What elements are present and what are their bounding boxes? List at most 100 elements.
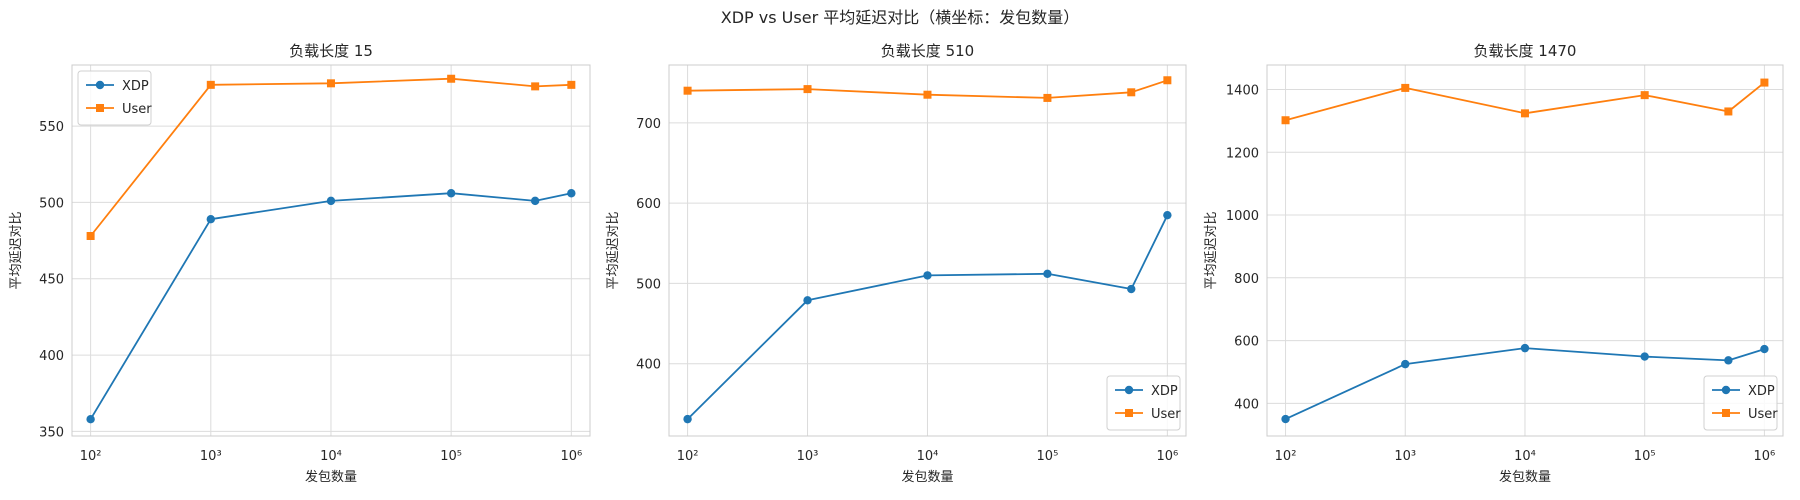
y-tick-label: 500 [39,196,64,211]
data-point [803,296,812,305]
axes-frame [71,64,591,437]
series-line-user [687,79,1168,99]
data-point [1401,359,1410,369]
x-tick-label: 10² [677,449,699,464]
subplot-2: 10² 10³ 10⁴ 10⁵ 10⁶ 400 500 600 700 负载长度 510 发包数量 平… [606,42,1187,485]
x-tick-label: 10⁶ [560,449,582,464]
subplots: 10² 10³ 10⁴ 10⁵ 10⁶ 350 400 450 500 550 负载长度 15 发包数… [9,42,1784,485]
x-tick-label: 10³ [1394,449,1416,464]
y-tick-label: 400 [1234,397,1259,412]
series-line-xdp [89,192,572,420]
legend: XDP User [77,70,152,126]
data-point [567,80,576,89]
legend-marker-square [96,104,104,112]
data-point [1640,352,1649,361]
data-point [530,196,540,206]
x-tick-label: 10³ [797,449,819,464]
data-point [86,415,95,424]
data-point [1520,343,1530,353]
data-point [1401,83,1410,92]
series-user [1281,78,1769,125]
x-tick-label: 10⁶ [1156,449,1178,464]
grid [669,65,1186,436]
axes-frame [668,64,1187,437]
subplot-title: 负载长度 510 [881,42,974,60]
data-point [531,82,540,91]
y-tick-label: 600 [1234,335,1259,350]
y-axis-label: 平均延迟对比 [1204,211,1219,289]
data-point [1163,210,1172,220]
data-point [1281,414,1290,424]
series-user [86,74,576,240]
data-point [326,79,335,88]
figure-suptitle: XDP vs User 平均延迟对比（横坐标：发包数量） [721,8,1079,27]
legend-marker-circle [1721,385,1731,395]
legend: XDP User [1106,375,1181,431]
data-point [446,189,456,198]
data-point [1043,93,1052,102]
data-point [1760,344,1769,354]
legend-marker-circle [1124,385,1134,395]
x-axis-label: 发包数量 [1499,469,1551,485]
x-tick-label: 10⁵ [1037,449,1059,464]
series-line-xdp [1285,347,1765,420]
data-point [206,80,215,89]
grid [72,65,590,436]
legend-label: XDP [122,79,149,94]
x-tick-label: 10⁵ [440,449,462,464]
data-point [923,90,932,99]
data-point [1043,269,1052,278]
legend-label: User [1748,407,1778,422]
y-tick-label: 450 [39,273,64,288]
data-point [1520,109,1529,118]
subplot-title: 负载长度 15 [289,42,373,60]
series-xdp [86,189,576,424]
legend-label: XDP [1151,384,1178,399]
series-user [683,76,1172,102]
y-axis-label: 平均延迟对比 [606,211,621,289]
y-axis-label: 平均延迟对比 [9,211,24,289]
subplot-title: 负载长度 1470 [1474,42,1577,60]
subplot-1: 10² 10³ 10⁴ 10⁵ 10⁶ 350 400 450 500 550 负载长度 15 发包数… [9,42,591,485]
legend-label: XDP [1748,384,1775,399]
data-point [326,196,336,206]
y-tick-label: 700 [636,117,661,132]
data-point [1724,356,1733,365]
series-xdp [683,210,1172,424]
legend-marker-circle [95,80,105,90]
data-point [1760,78,1769,87]
subplot-3: 10² 10³ 10⁴ 10⁵ 10⁶ 400 600 800 1000 1200 1400 负载长度… [1204,42,1784,485]
y-tick-label: 800 [1234,272,1259,287]
data-point [923,271,932,280]
x-axis-label: 发包数量 [901,469,953,485]
axes-frame [1266,64,1784,437]
x-tick-label: 10⁴ [1514,449,1536,464]
y-tick-label: 1000 [1226,209,1259,224]
legend-marker-square [1125,409,1133,417]
data-point [803,85,812,94]
data-point [1640,91,1649,100]
x-tick-label: 10² [80,449,102,464]
data-point [206,215,215,224]
x-tick-label: 10⁶ [1754,449,1776,464]
y-tick-label: 1200 [1226,146,1259,161]
data-point [567,189,576,198]
series-line-xdp [686,214,1169,420]
data-point [1281,116,1290,125]
x-tick-label: 10² [1275,449,1297,464]
data-point [447,74,456,83]
series-line-user [1285,81,1765,122]
data-point [683,414,692,424]
series-line-user [89,77,572,237]
x-tick-label: 10³ [200,449,222,464]
legend-label: User [1151,407,1181,422]
legend-marker-square [1722,409,1730,417]
data-point [1163,76,1172,85]
y-tick-label: 1400 [1226,83,1259,98]
y-tick-label: 600 [636,197,661,212]
y-tick-label: 500 [636,277,661,292]
x-tick-label: 10⁴ [320,449,342,464]
y-tick-label: 400 [636,358,661,373]
x-axis-label: 发包数量 [305,469,357,485]
